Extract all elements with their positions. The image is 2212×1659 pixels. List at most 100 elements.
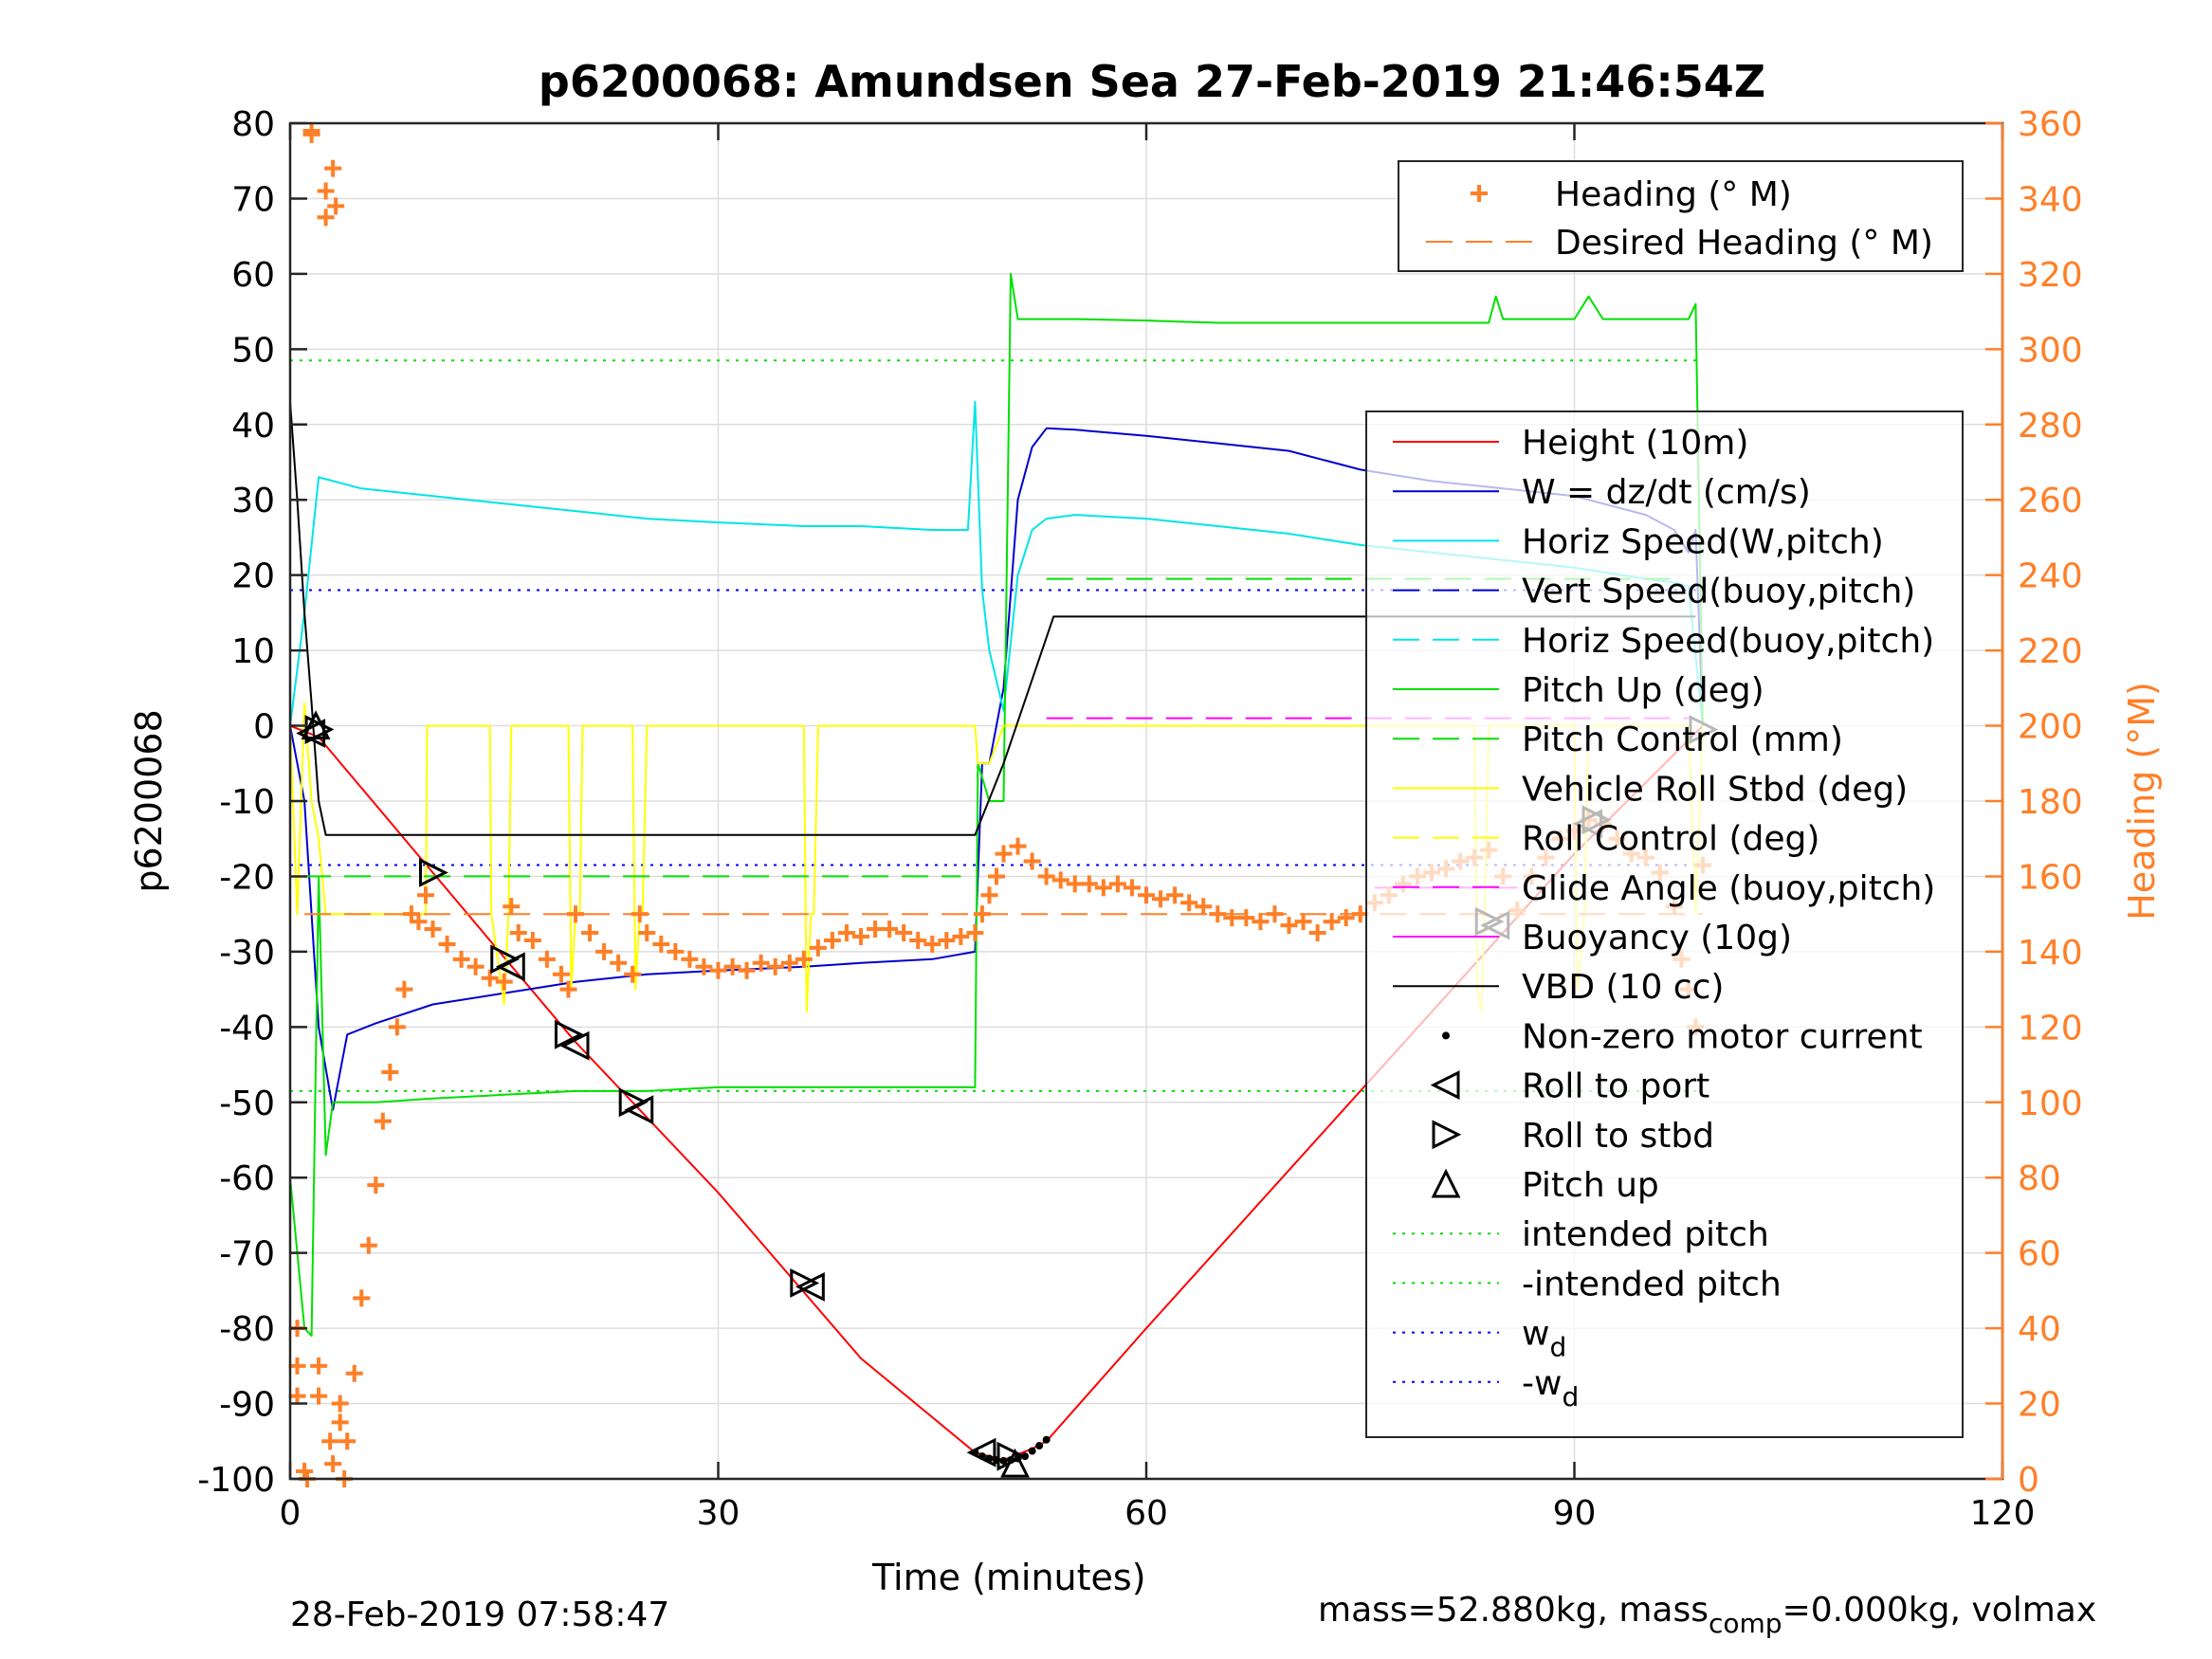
legend-label: Desired Heading (° M) (1555, 224, 1933, 263)
heading-point (374, 1112, 392, 1130)
motor-current-dot (1028, 1447, 1036, 1455)
heading-point (938, 931, 956, 949)
heading-point (752, 954, 770, 972)
legend-entry: -wd (1393, 1364, 1579, 1413)
x-tick-label: 60 (1124, 1494, 1168, 1533)
legend-entry: Roll to port (1430, 1067, 1709, 1106)
heading-point (367, 1176, 385, 1194)
y-tick-label: 30 (231, 482, 275, 520)
heading-point (538, 950, 556, 968)
heading-point (895, 924, 913, 942)
legend-label: Pitch Control (mm) (1522, 720, 1843, 759)
legend-label-text: Heading (° M) (1555, 175, 1792, 214)
y2-tick-label: 240 (2018, 557, 2083, 596)
heading-point (317, 209, 335, 227)
legend-label: Horiz Speed(buoy,pitch) (1522, 622, 1934, 661)
heading-point (324, 159, 342, 177)
legend-label: -intended pitch (1522, 1265, 1782, 1304)
motor-current-dot (978, 1452, 986, 1461)
y2-tick-label: 360 (2018, 105, 2083, 144)
roll-to-stbd-marker (490, 944, 521, 975)
heading-point (581, 924, 599, 942)
legend-main-box (1365, 410, 1964, 1438)
y2-tick-label: 260 (2018, 482, 2083, 520)
heading-point (1138, 886, 1155, 904)
legend-label-text: Height (10m) (1522, 424, 1748, 463)
heading-point (559, 980, 577, 998)
motor-current-dot (999, 1456, 1008, 1465)
heading-point (738, 961, 756, 979)
y-axis-label: p6200068 (128, 709, 170, 892)
heading-point (321, 1432, 339, 1450)
heading-point (302, 125, 320, 143)
motor-current-dot (1007, 1456, 1015, 1465)
heading-point (552, 965, 570, 983)
heading-point (1037, 867, 1055, 885)
legend-entry: Desired Heading (° M) (1426, 224, 1933, 263)
legend-label-text: -w (1522, 1364, 1562, 1403)
heading-point (438, 935, 456, 953)
heading-point (1323, 913, 1341, 931)
legend-entry: Pitch Control (mm) (1393, 720, 1843, 759)
legend-label-text: W = dz/dt (cm/s) (1522, 473, 1811, 512)
heading-point (638, 924, 656, 942)
y2-tick-label: 140 (2018, 934, 2083, 973)
legend-entry: Pitch Up (deg) (1393, 671, 1764, 710)
heading-point (1123, 879, 1141, 897)
heading-point (1294, 913, 1312, 931)
y-tick-label: -30 (219, 934, 275, 973)
roll-to-stbd-marker (554, 1019, 584, 1049)
legend-main: Height (10m) W = dz/dt (cm/s) Horiz Speed(… (1365, 410, 1964, 1438)
legend-label: VBD (10 cc) (1522, 968, 1724, 1007)
x-tick-label: 90 (1553, 1494, 1597, 1533)
legend-swatch-tri-right (1432, 1120, 1462, 1150)
legend-label: Pitch Up (deg) (1522, 671, 1764, 710)
legend-label-text: Horiz Speed(W,pitch) (1522, 522, 1884, 561)
heading-point (1094, 879, 1112, 897)
heading-point (481, 969, 499, 987)
y2-tick-label: 300 (2018, 331, 2083, 370)
heading-point (1180, 894, 1198, 912)
heading-point (995, 845, 1013, 863)
legend-label-text: Desired Heading (° M) (1555, 224, 1933, 263)
series-line (289, 272, 1704, 1338)
legend-entry: Vehicle Roll Stbd (deg) (1393, 770, 1908, 809)
legend-label-text: w (1522, 1315, 1549, 1354)
y-tick-label: -20 (219, 858, 275, 897)
y2-tick-label: 320 (2018, 256, 2083, 295)
legend-label-text: VBD (10 cc) (1522, 968, 1724, 1007)
heading-point (624, 965, 642, 983)
heading-point (610, 954, 628, 972)
legend-label-text: Vehicle Roll Stbd (deg) (1522, 770, 1908, 809)
legend-entry: VBD (10 cc) (1393, 968, 1724, 1007)
heading-point (1023, 852, 1041, 870)
y-tick-label: 40 (231, 407, 275, 446)
y2-tick-label: 160 (2018, 858, 2083, 897)
motor-current-dot (1042, 1435, 1051, 1444)
heading-point (288, 1357, 306, 1375)
y-tick-label: -50 (219, 1085, 275, 1123)
heading-point (667, 942, 685, 960)
legend-label: intended pitch (1522, 1215, 1769, 1254)
legend-label-text: Vert Speed(buoy,pitch) (1522, 573, 1915, 611)
heading-point (327, 197, 345, 215)
heading-point (1252, 913, 1270, 931)
legend-entry: Buoyancy (10g) (1393, 919, 1792, 957)
legend-entry: Glide Angle (buoy,pitch) (1393, 869, 1935, 908)
motor-current-dot (971, 1449, 979, 1457)
y2-tick-label: 200 (2018, 708, 2083, 747)
legend-entry: Roll to stbd (1432, 1117, 1714, 1156)
legend-entry: -intended pitch (1393, 1265, 1782, 1304)
heading-point (424, 921, 442, 939)
legend-label: -wd (1522, 1364, 1579, 1413)
y2-tick-label: 180 (2018, 783, 2083, 822)
heading-point (324, 1455, 342, 1473)
heading-point (631, 905, 649, 923)
y-tick-label: 50 (231, 331, 275, 370)
y-tick-label: -100 (197, 1461, 275, 1500)
heading-point (381, 1064, 399, 1081)
y-tick-label: -80 (219, 1310, 275, 1349)
heading-point (1166, 886, 1184, 904)
heading-point (809, 939, 827, 957)
